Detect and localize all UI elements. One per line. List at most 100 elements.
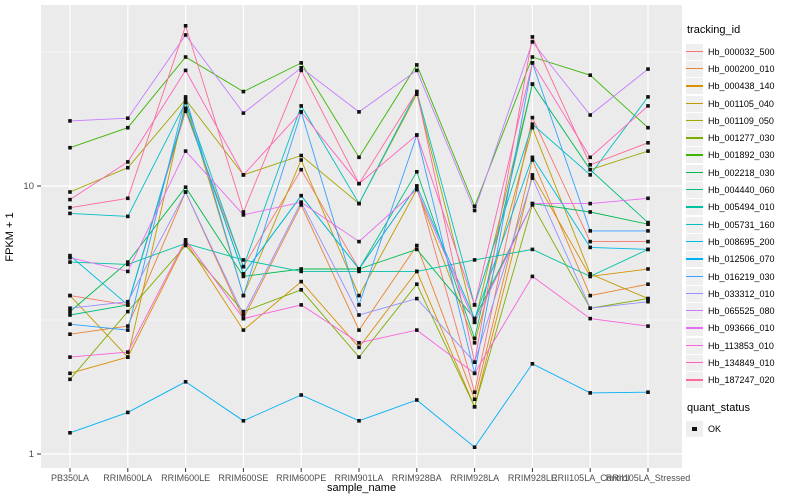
legend-key-swatch [686,60,703,77]
data-point [68,431,72,435]
data-point [299,193,303,198]
legend-item-Hb_001109_050: Hb_001109_050 [686,112,800,129]
legend-item-Hb_008695_200: Hb_008695_200 [686,233,800,250]
data-point [357,293,361,298]
series-color-line-icon [686,171,703,174]
data-point [415,92,419,96]
data-point [646,220,650,225]
legend-item-label: Hb_001105_040 [708,98,774,109]
data-point [126,165,130,170]
legend-item-label: Hb_033312_010 [708,288,775,299]
x-tick-label: RRIM600PE [276,473,326,483]
data-point [126,355,130,359]
data-point [530,155,535,160]
data-point [530,115,535,120]
data-point [241,313,246,317]
series-color-line-icon [686,189,703,191]
data-point [646,282,650,286]
data-point [472,336,477,341]
series-color-line-icon [686,50,703,53]
data-point [126,410,130,415]
legend-item-Hb_000200_010: Hb_000200_010 [686,60,800,77]
legend-item-label: OK [708,423,722,434]
legend-item-Hb_001892_030: Hb_001892_030 [686,147,800,164]
data-point [646,149,650,153]
data-point [241,213,246,217]
data-point [472,341,477,345]
y-tick-label: 10 [23,181,34,192]
data-point [126,269,130,274]
legend-item-label: Hb_000032_500 [708,46,775,57]
legend-key-swatch [686,251,703,268]
data-point [126,303,130,307]
legend-item-quant-ok: OK [686,420,800,437]
data-point [299,110,303,114]
legend-item-label: Hb_187247_020 [708,375,775,386]
data-point [241,258,246,262]
data-point [126,328,130,332]
x-tick-label: RRIM928LA [450,473,499,483]
y-axis-title: FPKM + 1 [4,212,16,261]
series-color-line-icon [686,240,703,243]
series-color-line-icon [686,119,703,122]
legend-key-swatch [686,372,703,389]
data-point [68,377,72,382]
data-point [183,55,188,59]
legend-item-label: Hb_065525_080 [708,306,775,317]
legend-item-label: Hb_012506_070 [708,254,775,265]
data-point [241,210,246,214]
data-point [472,405,477,409]
data-point [183,33,188,37]
data-point [68,355,72,359]
data-point [183,238,188,242]
data-point [68,371,72,376]
legend-item-label: Hb_134849_010 [708,357,775,368]
data-point [646,229,650,233]
x-tick-label: RRIM928LE [508,473,557,483]
data-point [588,272,592,276]
data-point [68,260,72,264]
data-point [126,309,130,314]
data-point [68,253,72,258]
data-point [299,288,303,292]
data-point [588,239,592,244]
series-color-line-icon [686,85,703,87]
legend-item-Hb_012506_070: Hb_012506_070 [686,251,800,268]
data-point [415,296,419,301]
data-point [183,97,188,102]
data-point [646,247,650,252]
data-point [646,104,650,108]
data-point [415,68,419,73]
plot-panel [41,5,682,468]
data-point [68,190,72,194]
data-point [357,155,361,160]
data-point [472,204,477,209]
series-color-line-icon [686,344,703,347]
data-point [357,345,361,350]
black-square-marker-icon [692,426,697,432]
data-point [415,133,419,137]
legend-item-Hb_134849_010: Hb_134849_010 [686,354,800,371]
data-point [646,67,650,71]
series-color-line-icon [686,206,703,208]
data-point [415,398,419,402]
legend-item-Hb_033312_010: Hb_033312_010 [686,285,800,302]
data-point [183,243,188,248]
legend-item-label: Hb_113853_010 [708,340,774,351]
data-point [357,201,361,206]
data-point [299,303,303,307]
x-tick-label: RRII105LA_Stressed [606,473,691,483]
data-point [530,201,535,206]
data-point [472,303,477,307]
data-point [126,260,130,264]
data-point [68,205,72,210]
data-point [299,267,303,271]
data-point [68,332,72,336]
data-point [357,269,361,274]
legend-key-swatch [686,233,703,250]
legend-item-label: Hb_002218_030 [708,167,775,178]
data-point [183,380,188,384]
legend-item-Hb_005731_160: Hb_005731_160 [686,216,800,233]
legend-item-Hb_187247_020: Hb_187247_020 [686,372,800,389]
data-point [530,173,535,177]
